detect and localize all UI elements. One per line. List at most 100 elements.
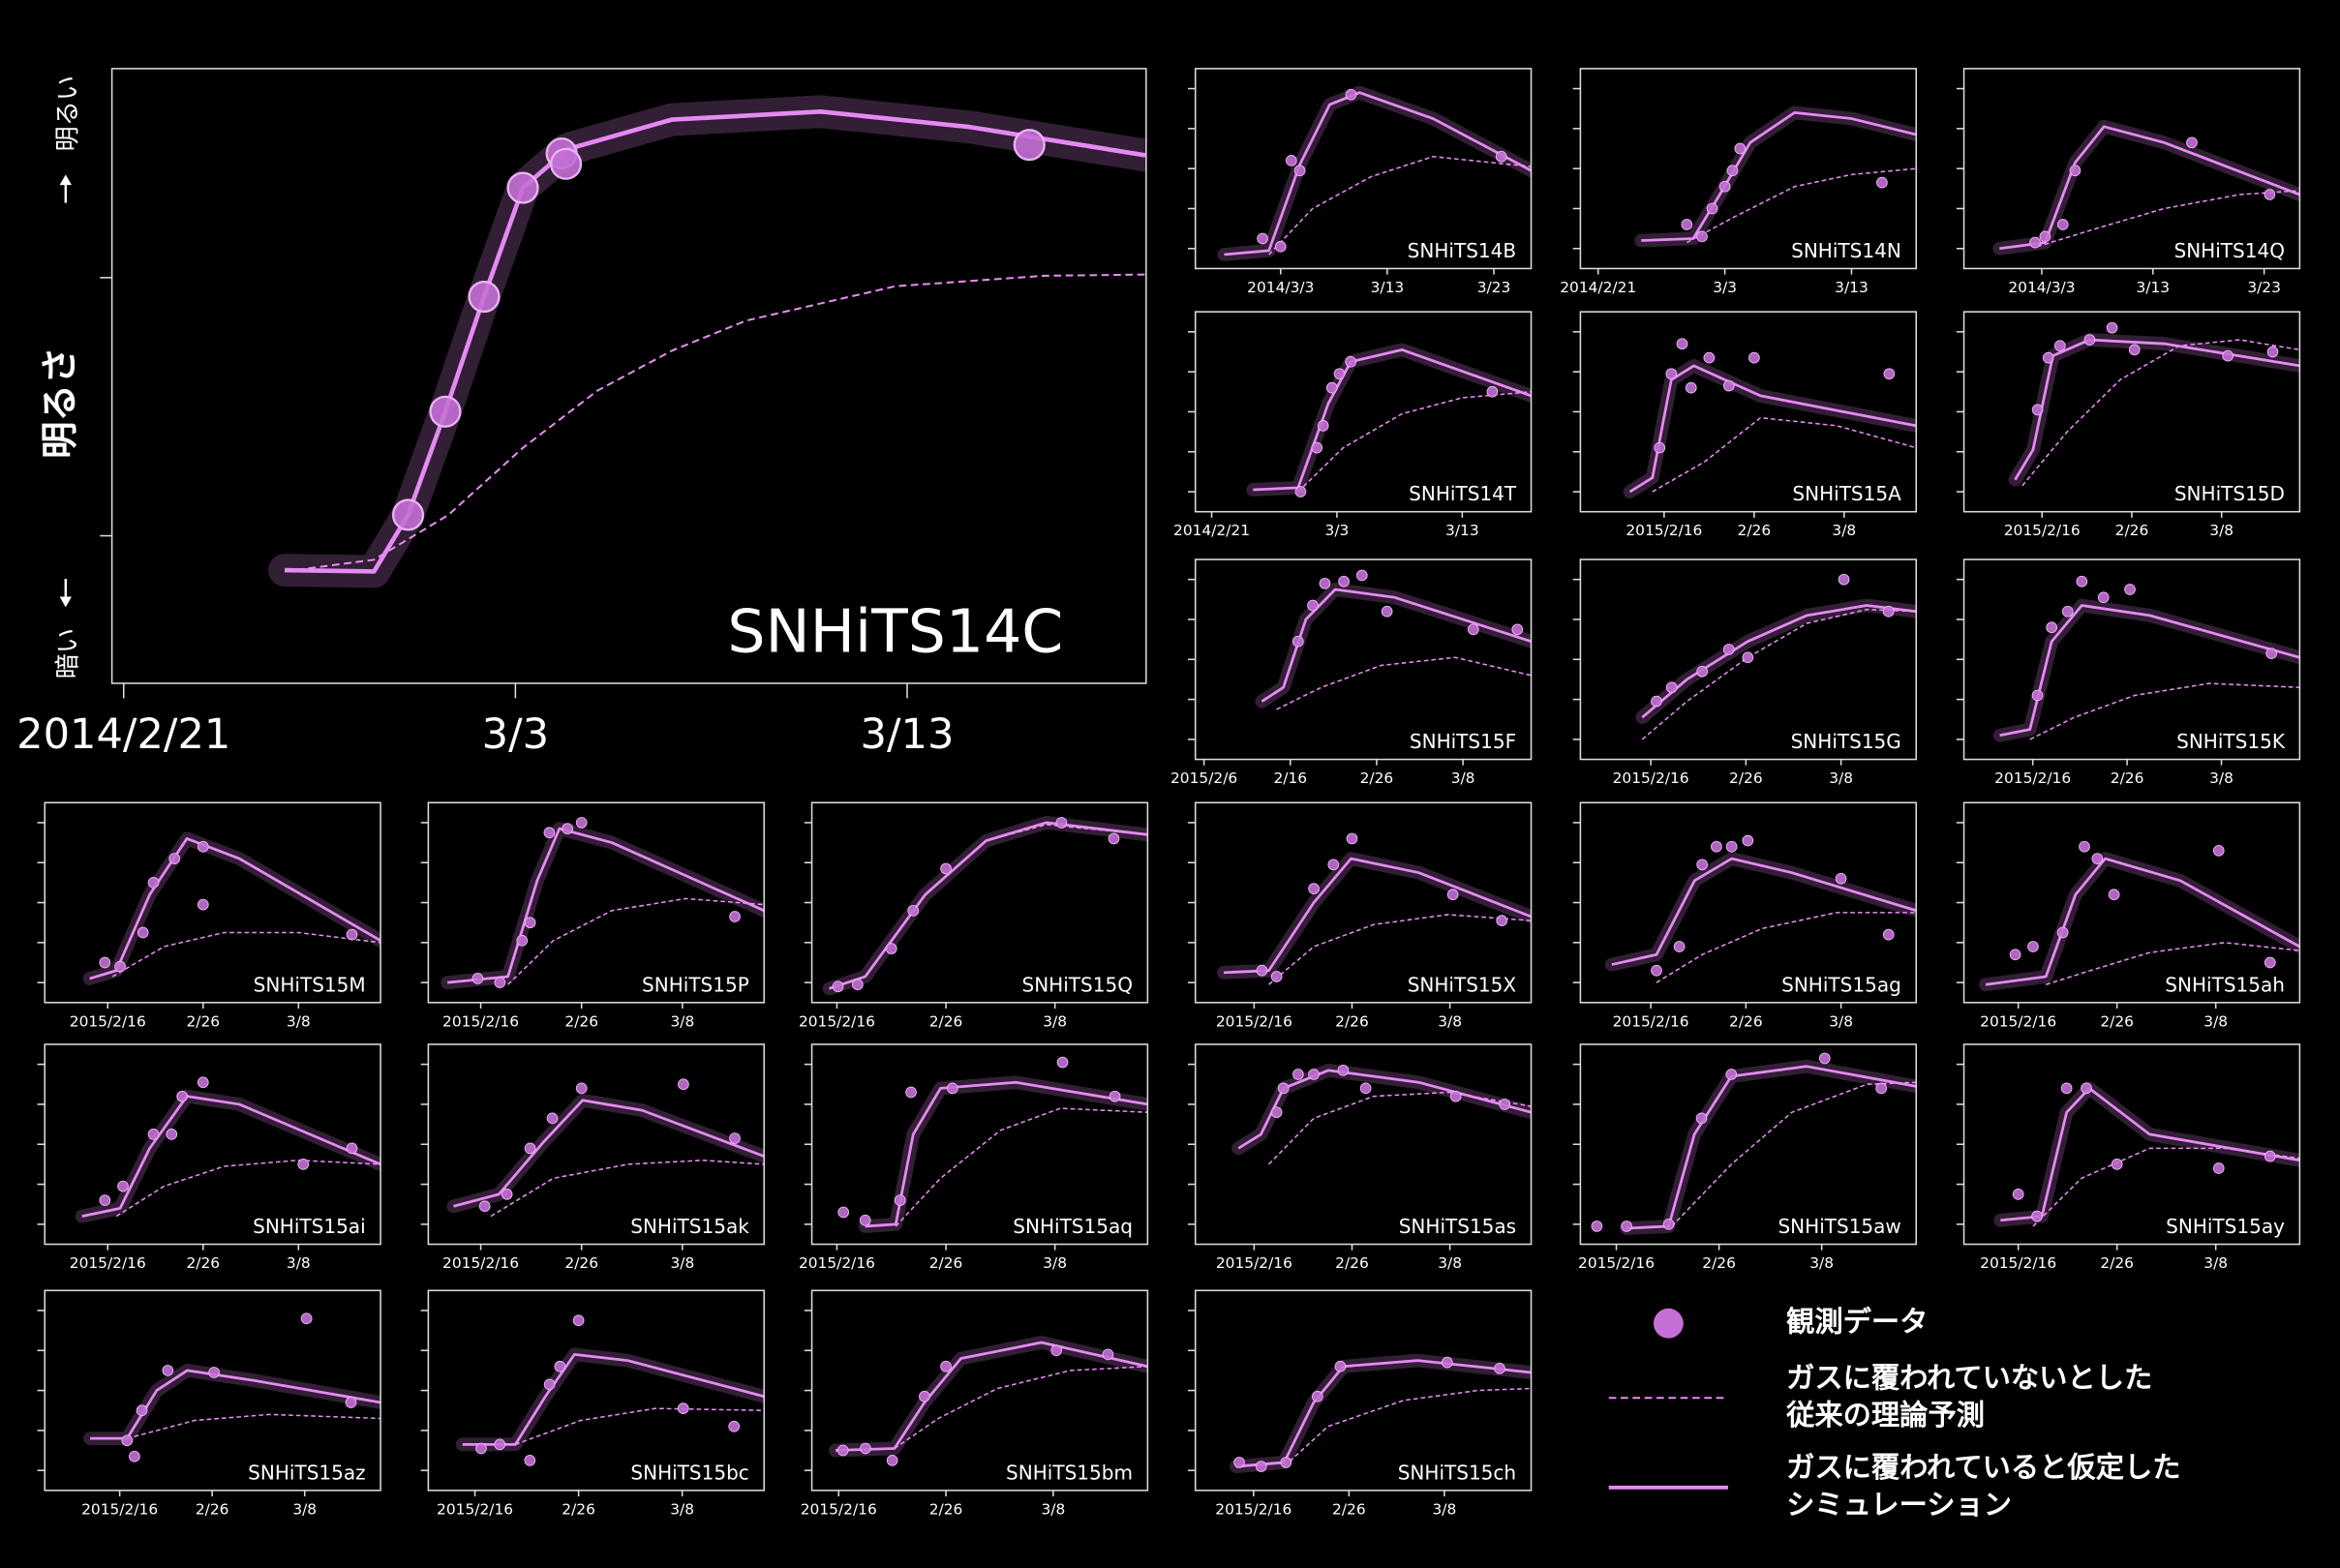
observed-point [1294, 486, 1307, 498]
observed-point [2265, 648, 2278, 659]
observed-point [1742, 834, 1754, 847]
arrow-up [59, 174, 72, 203]
panel-frame [1194, 558, 1533, 761]
panel: 2014/2/21 3/3 3/13 SNHiTS14T [1173, 311, 1533, 539]
legend-label: シミュレーション [1786, 1489, 2012, 1522]
plot-area [1217, 832, 1532, 985]
observed-point [168, 853, 181, 864]
x-tick-label: 3/13 [1445, 522, 1479, 539]
observed-point [2264, 1150, 2276, 1162]
x-tick-label: 3/8 [1043, 1254, 1067, 1272]
simulation-line [1985, 857, 2300, 986]
x-tick-label: 2015/2/16 [437, 1500, 513, 1518]
observed-point [117, 1180, 129, 1192]
x-tick-label: 3/23 [1477, 279, 1511, 296]
observed-point [1621, 1221, 1632, 1232]
panel: 2015/2/6 2/16 2/26 3/8 SNHiTS15F [1170, 558, 1533, 787]
plot-area [1591, 1052, 1917, 1235]
observed-point [2056, 926, 2069, 939]
x-tick-label: 2/26 [186, 1254, 220, 1272]
simulation-line [1641, 604, 1917, 719]
observed-point [894, 1194, 906, 1206]
x-tick-label: 2015/2/16 [70, 1012, 146, 1030]
panel-title: SNHiTS14T [1409, 482, 1517, 505]
conventional-line [1268, 156, 1532, 256]
observed-point [99, 1194, 111, 1206]
observed-point [562, 823, 573, 834]
panel: 2015/2/16 2/26 3/8 SNHiTS15G [1572, 558, 1917, 787]
plot-area [268, 95, 1146, 588]
plot-area [822, 815, 1148, 996]
observed-point [2042, 351, 2054, 364]
x-tick-label: 3/8 [1438, 1012, 1462, 1030]
observed-point [2053, 340, 2066, 352]
x-tick-label: 3/8 [670, 1012, 694, 1030]
plot-area [455, 1314, 765, 1466]
x-tick-label: 2015/2/6 [1170, 769, 1237, 787]
observed-point [919, 1390, 930, 1402]
observed-point [429, 395, 462, 428]
panel-frame [110, 68, 1147, 684]
x-tick-label: 2015/2/16 [1980, 1254, 2056, 1272]
conventional-line [2045, 942, 2300, 985]
observed-point [1725, 840, 1738, 853]
x-tick-label: 2/26 [929, 1254, 963, 1272]
legend-label: 観測データ [1786, 1306, 1928, 1339]
observed-point [1055, 817, 1068, 829]
panel-title: SNHiTS14N [1791, 239, 1901, 262]
plot-area [1992, 119, 2300, 256]
legend-label: 従来の理論予測 [1785, 1399, 1985, 1432]
x-tick-label: 2/26 [929, 1500, 963, 1518]
observed-point [543, 1378, 556, 1391]
x-tick-label: 2015/2/16 [1613, 1012, 1689, 1030]
x-tick-label: 2015/2/16 [442, 1012, 519, 1030]
x-tick-label: 3/8 [1451, 769, 1475, 787]
observed-point [1109, 1090, 1121, 1102]
panel-title: SNHiTS15Q [1022, 973, 1133, 996]
panel-frame [427, 1289, 765, 1492]
observed-point [1293, 165, 1306, 177]
panel-frame [1962, 311, 2301, 513]
panel-frame [1579, 311, 1917, 513]
observed-point [197, 898, 209, 911]
observed-point [197, 840, 209, 853]
observed-point [1334, 1360, 1347, 1372]
observed-point [1718, 180, 1731, 193]
arrow-down [59, 579, 72, 608]
observed-point [1494, 1362, 1505, 1374]
observed-point [1725, 1069, 1738, 1080]
observed-point [1673, 941, 1686, 952]
observed-point [2031, 404, 2044, 416]
x-tick-label: 2/16 [1273, 769, 1307, 787]
observed-point [1685, 381, 1697, 394]
conventional-line [1276, 656, 1532, 710]
panel-frame [1962, 1043, 2301, 1246]
observed-point [1338, 575, 1350, 588]
observed-point [2222, 349, 2234, 362]
observed-point [1676, 338, 1688, 350]
observed-point [1882, 928, 1895, 941]
conventional-line [115, 1159, 381, 1218]
panel-title: SNHiTS15K [2176, 730, 2286, 753]
observed-point [346, 928, 358, 941]
panel-frame [1194, 1043, 1533, 1246]
observed-point [2097, 591, 2110, 604]
observed-point [1292, 1069, 1304, 1080]
panel-title: SNHiTS15ai [253, 1215, 366, 1238]
observed-point [1270, 971, 1283, 982]
observed-point [1835, 872, 1847, 885]
x-tick-label: 2015/2/16 [1216, 1012, 1292, 1030]
x-tick-label: 3/23 [2247, 279, 2281, 296]
x-tick-label: 3/8 [2209, 522, 2234, 539]
observed-point [1446, 889, 1459, 901]
conventional-line [1686, 167, 1917, 244]
conventional-line [2032, 1147, 2300, 1227]
observed-point [501, 1189, 513, 1200]
observed-point [1496, 915, 1508, 926]
observed-point [391, 498, 425, 531]
observed-point [1883, 368, 1896, 380]
observed-point [575, 1082, 588, 1095]
x-tick-label: 2/26 [2115, 522, 2149, 539]
conventional-line [1641, 608, 1917, 740]
